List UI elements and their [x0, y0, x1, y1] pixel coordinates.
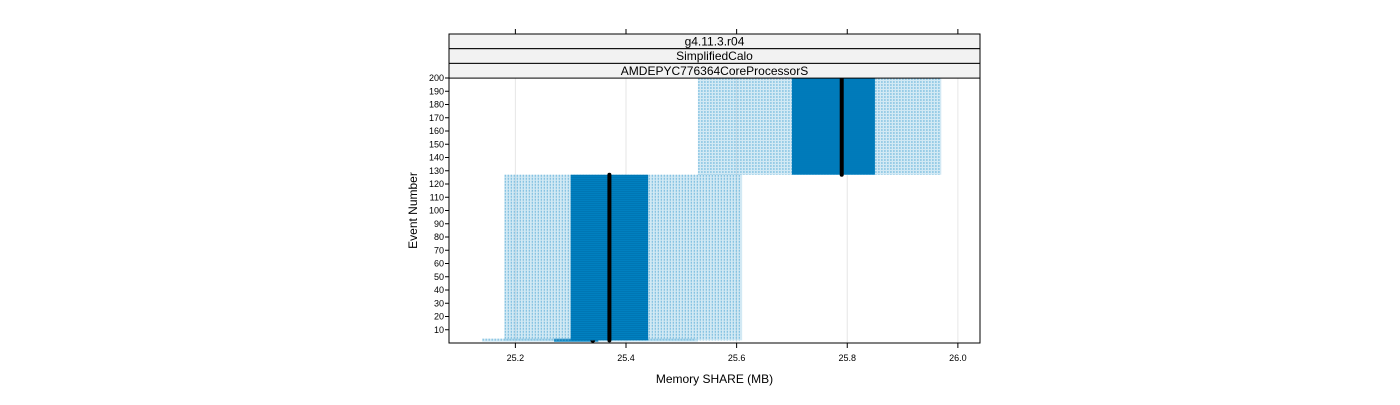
y-tick-label: 110 — [430, 192, 444, 202]
y-tick-label: 170 — [429, 113, 444, 123]
axes: 25.2 25.4 25.6 25.8 26.0 10 20 30 40 50 60 70 80 90 10… — [429, 29, 967, 363]
strip-headers: g4.11.3.r04SimplifiedCaloAMDEPYC776364Co… — [448, 33, 981, 79]
y-tick-label: 190 — [429, 86, 444, 96]
y-tick-label: 160 — [429, 126, 444, 136]
x-tick-label: 25.4 — [617, 353, 635, 363]
x-tick-label: 25.8 — [838, 353, 856, 363]
y-tick-label: 150 — [429, 139, 444, 149]
y-tick-label: 140 — [429, 153, 444, 163]
y-tick-label: 70 — [434, 245, 444, 255]
y-tick-label: 100 — [429, 206, 444, 216]
y-tick-label: 90 — [434, 219, 444, 229]
strip-box — [448, 62, 981, 79]
strip-label: SimplifiedCalo — [676, 49, 753, 63]
boxes — [482, 76, 942, 343]
y-tick-label: 180 — [429, 100, 444, 110]
x-tick-label: 25.6 — [728, 353, 746, 363]
y-tick-label: 20 — [434, 312, 444, 322]
box-iqr — [791, 78, 875, 175]
x-axis-label: Memory SHARE (MB) — [656, 372, 773, 386]
y-tick-label: 200 — [429, 73, 444, 83]
strip-label: AMDEPYC776364CoreProcessorS — [621, 64, 808, 78]
y-tick-label: 60 — [434, 259, 444, 269]
x-tick-label: 26.0 — [949, 353, 967, 363]
y-tick-label: 10 — [434, 325, 444, 335]
y-tick-label: 80 — [434, 232, 444, 242]
y-axis-label: Event Number — [406, 172, 420, 249]
y-tick-label: 130 — [429, 166, 444, 176]
y-tick-label: 120 — [429, 179, 444, 189]
y-tick-label: 50 — [434, 272, 444, 282]
strip-label: g4.11.3.r04 — [685, 34, 745, 48]
y-tick-label: 30 — [434, 298, 444, 308]
y-tick-label: 40 — [434, 285, 444, 295]
x-tick-label: 25.2 — [507, 353, 525, 363]
